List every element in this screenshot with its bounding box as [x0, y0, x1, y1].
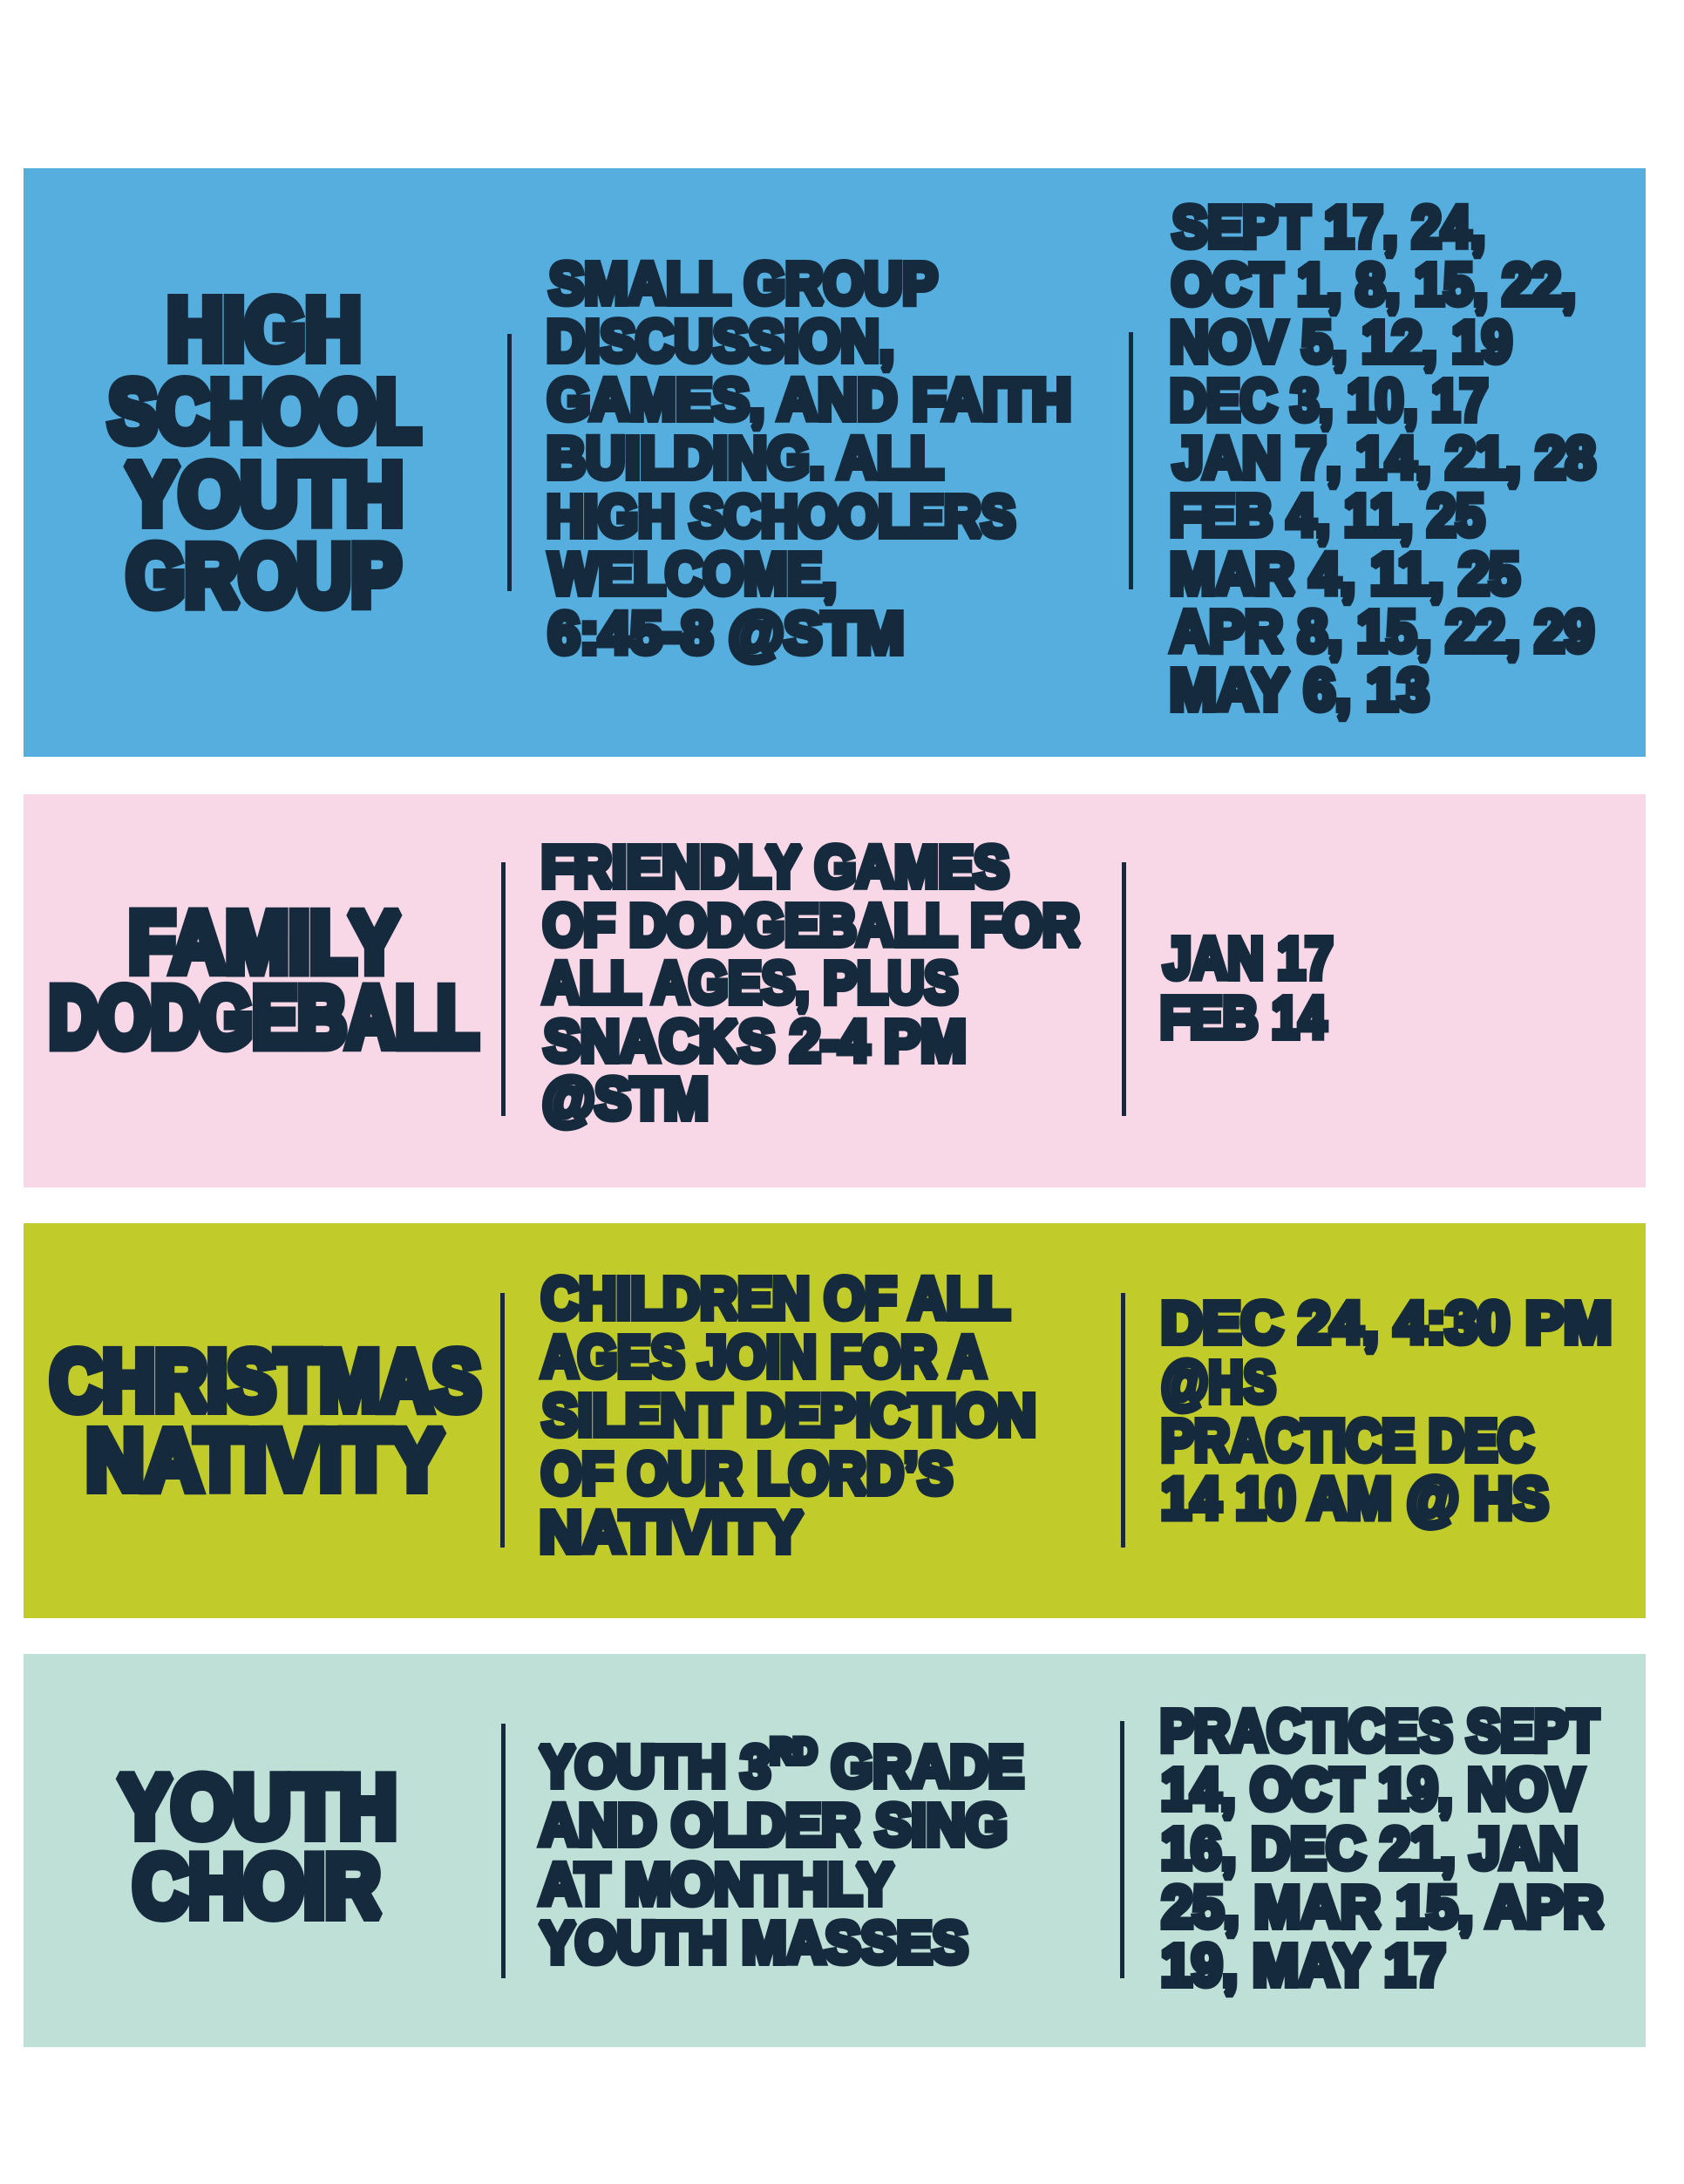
svg-text:CHRISTMAS: CHRISTMAS — [51, 1334, 481, 1429]
svg-text:YOUTH 3RD GRADE: YOUTH 3RD GRADE — [540, 1732, 1023, 1800]
svg-text:19, MAY 17: 19, MAY 17 — [1161, 1932, 1445, 1997]
svg-text:OCT 1, 8, 15, 22,: OCT 1, 8, 15, 22, — [1171, 251, 1576, 317]
svg-text:SCHOOL: SCHOOL — [109, 363, 421, 460]
svg-text:FAMILY: FAMILY — [129, 895, 400, 990]
svg-text:ALL AGES, PLUS: ALL AGES, PLUS — [543, 950, 958, 1016]
svg-text:MAY 6, 13: MAY 6, 13 — [1170, 657, 1429, 722]
svg-text:CHILDREN OF ALL: CHILDREN OF ALL — [541, 1267, 1010, 1331]
svg-text:OF DODGEBALL FOR: OF DODGEBALL FOR — [543, 894, 1080, 958]
svg-text:HIGH SCHOOLERS: HIGH SCHOOLERS — [547, 485, 1015, 549]
svg-text:6:45-8 @STM: 6:45-8 @STM — [548, 601, 904, 666]
svg-text:PRACTICE DEC: PRACTICE DEC — [1161, 1408, 1533, 1473]
svg-text:SEPT 17, 24,: SEPT 17, 24, — [1172, 194, 1485, 260]
svg-text:BUILDING. ALL: BUILDING. ALL — [547, 425, 943, 491]
svg-text:APR 8, 15, 22, 29: APR 8, 15, 22, 29 — [1171, 598, 1594, 663]
svg-text:YOUTH: YOUTH — [126, 446, 403, 543]
svg-text:@HS: @HS — [1161, 1350, 1276, 1415]
svg-text:HIGH: HIGH — [167, 281, 362, 378]
svg-text:YOUTH MASSES: YOUTH MASSES — [540, 1909, 968, 1975]
svg-text:16, DEC 21, JAN: 16, DEC 21, JAN — [1161, 1816, 1579, 1881]
svg-text:NATIVITY: NATIVITY — [86, 1412, 444, 1507]
svg-text:SMALL GROUP: SMALL GROUP — [549, 250, 938, 316]
svg-text:MAR 4, 11, 25: MAR 4, 11, 25 — [1170, 541, 1519, 606]
svg-text:DEC 3, 10, 17: DEC 3, 10, 17 — [1170, 368, 1488, 433]
svg-text:14 10 AM @ HS: 14 10 AM @ HS — [1161, 1466, 1548, 1531]
svg-text:OF OUR LORD’S: OF OUR LORD’S — [541, 1442, 953, 1507]
svg-text:YOUTH: YOUTH — [119, 1759, 397, 1856]
svg-text:SILENT DEPICTION: SILENT DEPICTION — [542, 1382, 1036, 1447]
svg-text:AGES JOIN FOR A: AGES JOIN FOR A — [541, 1324, 986, 1390]
svg-text:GAMES, AND FAITH: GAMES, AND FAITH — [547, 366, 1071, 432]
svg-text:DODGEBALL: DODGEBALL — [49, 970, 479, 1065]
svg-text:@STM: @STM — [542, 1066, 709, 1132]
svg-text:NATIVITY: NATIVITY — [540, 1500, 803, 1565]
svg-text:DISCUSSION,: DISCUSSION, — [547, 308, 894, 373]
svg-text:DEC 24, 4:30 PM: DEC 24, 4:30 PM — [1161, 1290, 1612, 1356]
svg-text:FEB 4, 11, 25: FEB 4, 11, 25 — [1170, 484, 1484, 548]
svg-text:25, MAR 15, APR: 25, MAR 15, APR — [1162, 1874, 1603, 1939]
svg-text:NOV 5, 12, 19: NOV 5, 12, 19 — [1170, 310, 1512, 375]
svg-text:GROUP: GROUP — [126, 527, 401, 624]
svg-text:14, OCT 19, NOV: 14, OCT 19, NOV — [1161, 1756, 1584, 1821]
svg-text:JAN 17: JAN 17 — [1164, 927, 1333, 991]
svg-text:FEB 14: FEB 14 — [1160, 985, 1327, 1051]
svg-text:WELCOME,: WELCOME, — [549, 541, 837, 607]
svg-text:PRACTICES SEPT: PRACTICES SEPT — [1160, 1698, 1599, 1764]
svg-text:AND OLDER SING: AND OLDER SING — [540, 1793, 1008, 1858]
svg-text:JAN 7, 14, 21, 28: JAN 7, 14, 21, 28 — [1173, 425, 1595, 491]
svg-text:CHOIR: CHOIR — [133, 1837, 381, 1936]
svg-text:SNACKS 2-4 PM: SNACKS 2-4 PM — [544, 1008, 967, 1073]
svg-text:FRIENDLY GAMES: FRIENDLY GAMES — [541, 833, 1009, 900]
svg-text:AT MONTHLY: AT MONTHLY — [540, 1851, 893, 1916]
